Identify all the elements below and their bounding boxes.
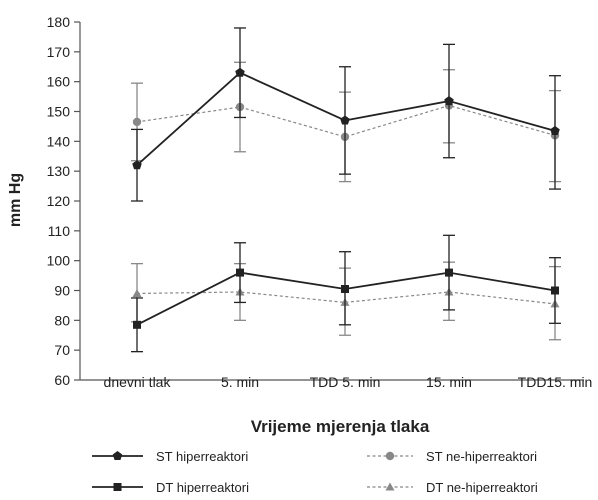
legend-label: DT hiperreaktori [156, 480, 249, 495]
legend: ST hiperreaktori ST ne-hiperreaktori DT hi… [92, 449, 538, 495]
data-point [550, 125, 560, 135]
x-axis-title: Vrijeme mjerenja tlaka [251, 417, 430, 436]
y-tick-label: 80 [54, 312, 70, 328]
legend-label: ST hiperreaktori [156, 449, 248, 464]
y-tick-label: 100 [47, 253, 71, 269]
legend-marker [385, 451, 395, 461]
data-point [133, 320, 141, 329]
y-tick-label: 140 [47, 133, 71, 149]
series-3 [131, 261, 561, 341]
x-tick-label: TDD15. min [518, 374, 593, 390]
legend-marker [113, 483, 122, 491]
legend-marker [112, 451, 123, 461]
series-0 [131, 27, 561, 202]
legend-item: ST hiperreaktori [92, 449, 248, 464]
data-point [132, 117, 142, 127]
series-line [136, 291, 556, 305]
y-tick-label: 160 [47, 74, 71, 90]
x-tick-label: 5. min [221, 374, 259, 390]
x-tick-label: dnevni tlak [104, 374, 172, 390]
series-layer [131, 27, 561, 353]
x-tick-label: 15. min [426, 374, 472, 390]
legend-marker [385, 482, 395, 491]
y-tick-label: 150 [47, 104, 71, 120]
y-tick-label: 170 [47, 44, 71, 60]
y-tick-label: 120 [47, 193, 71, 209]
x-tick-label: TDD 5. min [310, 374, 381, 390]
series-line [136, 104, 556, 138]
legend-label: DT ne-hiperreaktori [426, 480, 538, 495]
axes: 60 70 80 90 100 110 120 130 140 150 160 170 180 dnevn… [47, 14, 593, 390]
y-tick-label: 180 [47, 14, 71, 30]
y-tick-label: 110 [48, 223, 71, 239]
data-point [341, 285, 349, 294]
series-line [136, 271, 556, 326]
legend-item: DT ne-hiperreaktori [367, 480, 538, 495]
legend-label: ST ne-hiperreaktori [426, 449, 537, 464]
data-point [132, 288, 142, 297]
y-tick-label: 90 [54, 283, 70, 299]
data-point [235, 67, 245, 77]
legend-item: DT hiperreaktori [92, 480, 249, 495]
legend-item: ST ne-hiperreaktori [367, 449, 537, 464]
series-2 [131, 234, 561, 353]
data-point [445, 268, 453, 277]
y-tick-label: 130 [47, 163, 71, 179]
data-point [340, 115, 350, 125]
data-point [132, 160, 142, 170]
y-axis-title: mm Hg [7, 173, 24, 227]
y-tick-label: 70 [54, 342, 70, 358]
data-point [444, 96, 454, 106]
y-tick-label: 60 [54, 372, 70, 388]
data-point [236, 268, 244, 277]
data-point [551, 286, 559, 295]
